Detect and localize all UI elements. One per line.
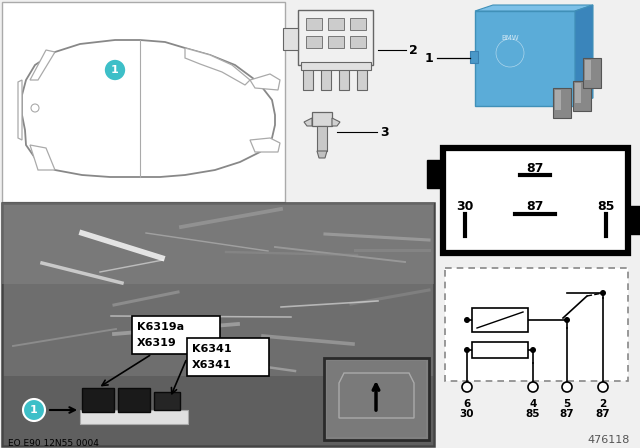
Text: 2: 2 xyxy=(409,43,418,56)
Circle shape xyxy=(528,382,538,392)
Bar xyxy=(339,65,349,90)
Bar xyxy=(475,11,575,106)
Bar xyxy=(328,18,344,30)
Text: 2: 2 xyxy=(600,399,607,409)
Polygon shape xyxy=(250,74,280,90)
Text: 30: 30 xyxy=(460,409,474,419)
Polygon shape xyxy=(185,48,250,85)
Text: 87: 87 xyxy=(560,409,574,419)
Text: 87: 87 xyxy=(596,409,611,419)
Text: 87: 87 xyxy=(526,161,544,175)
Bar xyxy=(357,65,367,90)
Polygon shape xyxy=(332,118,340,126)
Bar xyxy=(470,51,478,63)
Text: K6319a: K6319a xyxy=(137,322,184,332)
Text: K6341: K6341 xyxy=(192,344,232,354)
Bar xyxy=(472,342,528,358)
Bar xyxy=(312,112,332,126)
Polygon shape xyxy=(22,40,275,177)
Bar xyxy=(2,203,434,446)
Circle shape xyxy=(562,382,572,392)
Circle shape xyxy=(31,104,39,112)
Bar xyxy=(317,126,327,151)
Bar xyxy=(82,388,114,412)
Polygon shape xyxy=(30,50,55,80)
Bar xyxy=(321,65,331,90)
Polygon shape xyxy=(250,138,280,152)
Text: BMW: BMW xyxy=(501,35,519,41)
Polygon shape xyxy=(317,151,327,158)
Circle shape xyxy=(464,347,470,353)
Bar xyxy=(2,376,434,446)
Bar xyxy=(306,36,322,48)
Bar xyxy=(327,361,426,437)
Bar xyxy=(2,203,434,284)
Bar xyxy=(427,160,443,188)
Circle shape xyxy=(23,399,45,421)
Circle shape xyxy=(598,382,608,392)
Bar xyxy=(301,62,371,70)
Bar xyxy=(575,83,581,103)
Bar xyxy=(303,65,313,90)
Bar xyxy=(443,148,628,253)
Text: 87: 87 xyxy=(526,199,544,212)
Text: 6: 6 xyxy=(463,399,470,409)
Bar xyxy=(583,58,601,88)
Bar xyxy=(445,268,628,381)
Bar xyxy=(472,308,528,332)
Text: 3: 3 xyxy=(380,125,388,138)
Bar xyxy=(187,338,269,376)
Text: 476118: 476118 xyxy=(588,435,630,445)
Circle shape xyxy=(464,317,470,323)
Bar xyxy=(553,88,571,118)
Bar xyxy=(2,2,285,202)
Circle shape xyxy=(600,290,606,296)
Circle shape xyxy=(564,317,570,323)
Bar xyxy=(283,28,298,50)
Bar xyxy=(154,392,180,410)
Polygon shape xyxy=(304,118,312,126)
Polygon shape xyxy=(30,145,55,170)
Circle shape xyxy=(530,347,536,353)
Text: 5: 5 xyxy=(563,399,571,409)
Text: 1: 1 xyxy=(424,52,433,65)
Text: X6319: X6319 xyxy=(137,338,177,348)
Circle shape xyxy=(462,382,472,392)
Bar xyxy=(350,18,366,30)
Text: 1: 1 xyxy=(30,405,38,415)
Circle shape xyxy=(104,59,126,81)
Polygon shape xyxy=(575,5,593,106)
Bar xyxy=(328,36,344,48)
Bar xyxy=(350,36,366,48)
Bar xyxy=(324,358,429,440)
Text: EO E90 12N55 0004: EO E90 12N55 0004 xyxy=(8,439,99,448)
Bar xyxy=(585,60,591,80)
Bar xyxy=(298,10,373,65)
Polygon shape xyxy=(475,5,593,11)
Bar xyxy=(555,90,561,110)
Polygon shape xyxy=(18,80,22,140)
Bar xyxy=(80,410,188,424)
Text: X6341: X6341 xyxy=(192,360,232,370)
Bar xyxy=(306,18,322,30)
Text: 30: 30 xyxy=(456,199,474,212)
Bar xyxy=(118,388,150,412)
Text: 4: 4 xyxy=(529,399,537,409)
Text: 85: 85 xyxy=(597,199,614,212)
Bar xyxy=(132,316,220,354)
Bar xyxy=(628,206,640,234)
Text: 1: 1 xyxy=(111,65,119,75)
Text: 85: 85 xyxy=(525,409,540,419)
Bar xyxy=(573,81,591,111)
